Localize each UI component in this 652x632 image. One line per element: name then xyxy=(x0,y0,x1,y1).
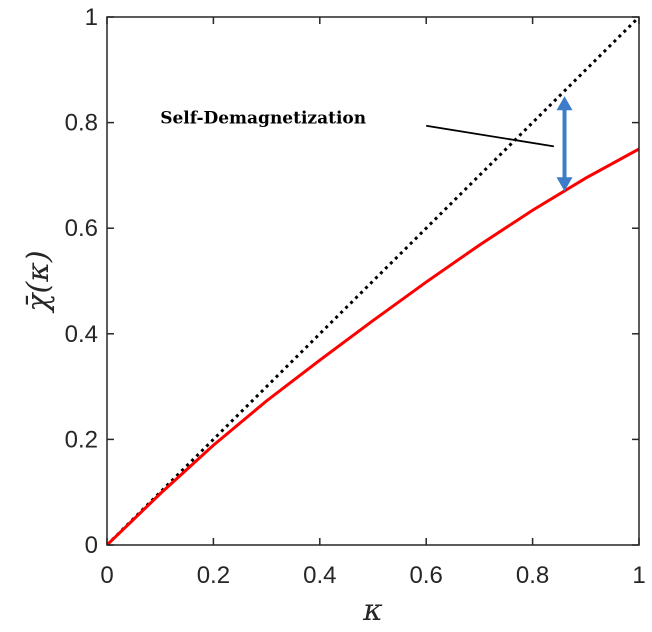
y-tick-label: 1 xyxy=(85,4,98,31)
arrow-head-bottom xyxy=(556,177,573,192)
series-line-2 xyxy=(107,147,639,545)
y-tick-label: 0 xyxy=(85,532,98,559)
x-axis-label: κ xyxy=(362,593,383,628)
annotation-text: Self-Demagnetization xyxy=(160,108,366,128)
x-tick-label: 0 xyxy=(100,562,113,589)
x-tick-label: 0.4 xyxy=(303,562,336,589)
y-tick-label: 0.4 xyxy=(65,321,98,348)
arrow-head-top xyxy=(556,96,573,111)
x-tick-label: 1 xyxy=(632,562,645,589)
y-tick-label: 0.8 xyxy=(65,110,98,137)
y-axis-label: χ̄(κ) xyxy=(21,250,56,313)
y-tick-label: 0.2 xyxy=(65,426,98,453)
x-tick-label: 0.2 xyxy=(197,562,230,589)
x-tick-label: 0.6 xyxy=(410,562,443,589)
y-tick-label: 0.6 xyxy=(65,215,98,242)
x-tick-label: 0.8 xyxy=(516,562,549,589)
annotation-pointer-line xyxy=(426,124,555,148)
series-line-1 xyxy=(107,17,639,545)
axes-frame xyxy=(106,16,640,546)
